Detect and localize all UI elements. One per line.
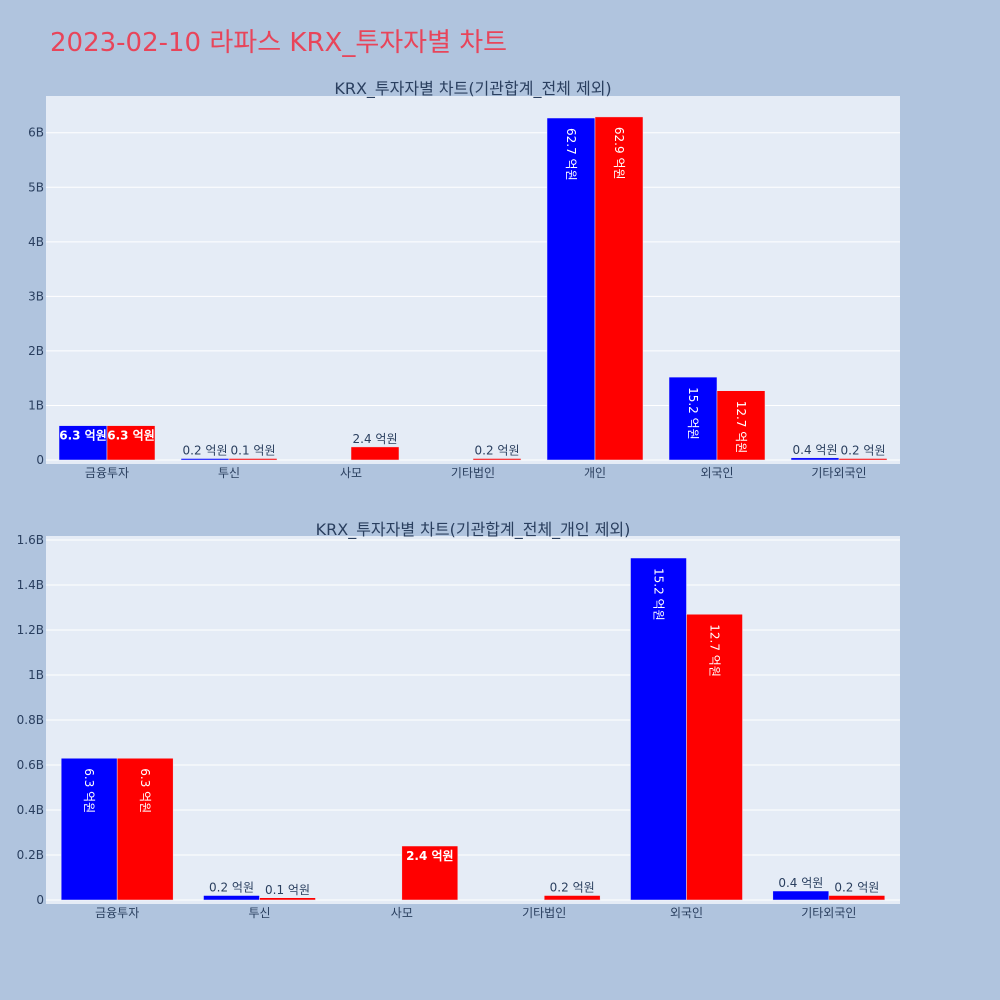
y-tick-label: 5B [28, 180, 44, 194]
bar [546, 117, 596, 461]
data-label: 2.4 억원 [406, 849, 454, 863]
bar [60, 758, 118, 901]
y-tick-label: 3B [28, 289, 44, 303]
data-label: 62.7 억원 [564, 128, 578, 181]
bar [228, 458, 278, 461]
y-tick-label: 1B [28, 668, 44, 682]
bar [106, 425, 156, 461]
x-tick-label: 기타법인 [451, 466, 495, 480]
y-tick-label: 4B [28, 235, 44, 249]
y-tick-label: 6B [28, 126, 44, 140]
bar [350, 446, 400, 461]
data-label: 12.7 억원 [708, 624, 722, 677]
data-label: 62.9 억원 [612, 127, 626, 180]
x-tick-label: 기타법인 [522, 906, 566, 920]
x-tick-label: 금융투자 [95, 906, 139, 920]
chart-title-1: KRX_투자자별 차트(기관합계_전체_개인 제외) [316, 520, 631, 540]
y-tick-label: 1B [28, 398, 44, 412]
bar [790, 457, 840, 461]
data-label: 0.2 억원 [834, 881, 879, 895]
x-tick-label: 외국인 [670, 906, 703, 920]
y-tick-label: 2B [28, 344, 44, 358]
page-title: 2023-02-10 라파스 KRX_투자자별 차트 [50, 28, 508, 58]
x-tick-label: 개인 [584, 466, 606, 480]
data-label: 6.3 억원 [59, 429, 107, 443]
data-label: 12.7 억원 [734, 401, 748, 454]
bar [686, 614, 743, 901]
chart-title-0: KRX_투자자별 차트(기관합계_전체 제외) [334, 79, 611, 99]
data-label: 6.3 억원 [107, 429, 155, 443]
bar [401, 845, 459, 901]
x-tick-label: 투신 [248, 906, 270, 920]
y-tick-label: 1.6B [17, 533, 44, 547]
x-tick-label: 사모 [391, 906, 413, 920]
bar [472, 458, 522, 461]
bar [716, 390, 766, 461]
x-tick-label: 외국인 [700, 466, 733, 480]
y-tick-label: 1.4B [17, 578, 44, 592]
x-tick-label: 금융투자 [85, 466, 129, 480]
data-label: 0.2 억원 [550, 881, 595, 895]
bar [203, 895, 260, 901]
data-label: 0.2 억원 [183, 444, 228, 458]
y-tick-label: 0.6B [17, 758, 44, 772]
bar [180, 458, 230, 461]
y-tick-label: 0.4B [17, 803, 44, 817]
data-label: 15.2 억원 [686, 387, 700, 440]
data-label: 2.4 억원 [353, 432, 398, 446]
bar [543, 895, 601, 901]
x-tick-label: 투신 [218, 466, 240, 480]
data-label: 0.2 억원 [209, 881, 254, 895]
x-tick-label: 기타외국인 [811, 466, 866, 480]
bar [594, 116, 644, 461]
data-label: 0.2 억원 [475, 444, 520, 458]
bar [668, 376, 718, 461]
x-tick-label: 기타외국인 [801, 906, 856, 920]
data-label: 0.4 억원 [778, 876, 823, 890]
data-label: 0.1 억원 [265, 883, 310, 897]
y-tick-label: 0 [36, 893, 44, 907]
bar [630, 557, 687, 901]
x-tick-label: 사모 [340, 466, 362, 480]
y-tick-label: 0 [36, 453, 44, 467]
bar [828, 895, 886, 901]
data-label: 6.3 억원 [138, 768, 152, 813]
bar [838, 458, 888, 461]
y-tick-label: 0.8B [17, 713, 44, 727]
bar [259, 897, 316, 901]
data-label: 0.2 억원 [841, 444, 886, 458]
y-tick-label: 0.2B [17, 848, 44, 862]
data-label: 0.4 억원 [793, 443, 838, 457]
y-tick-label: 1.2B [17, 623, 44, 637]
bar [772, 890, 830, 901]
plot-area-0 [46, 96, 900, 464]
data-label: 6.3 억원 [82, 768, 96, 813]
data-label: 15.2 억원 [652, 568, 666, 621]
bar [116, 758, 174, 901]
data-label: 0.1 억원 [231, 444, 276, 458]
